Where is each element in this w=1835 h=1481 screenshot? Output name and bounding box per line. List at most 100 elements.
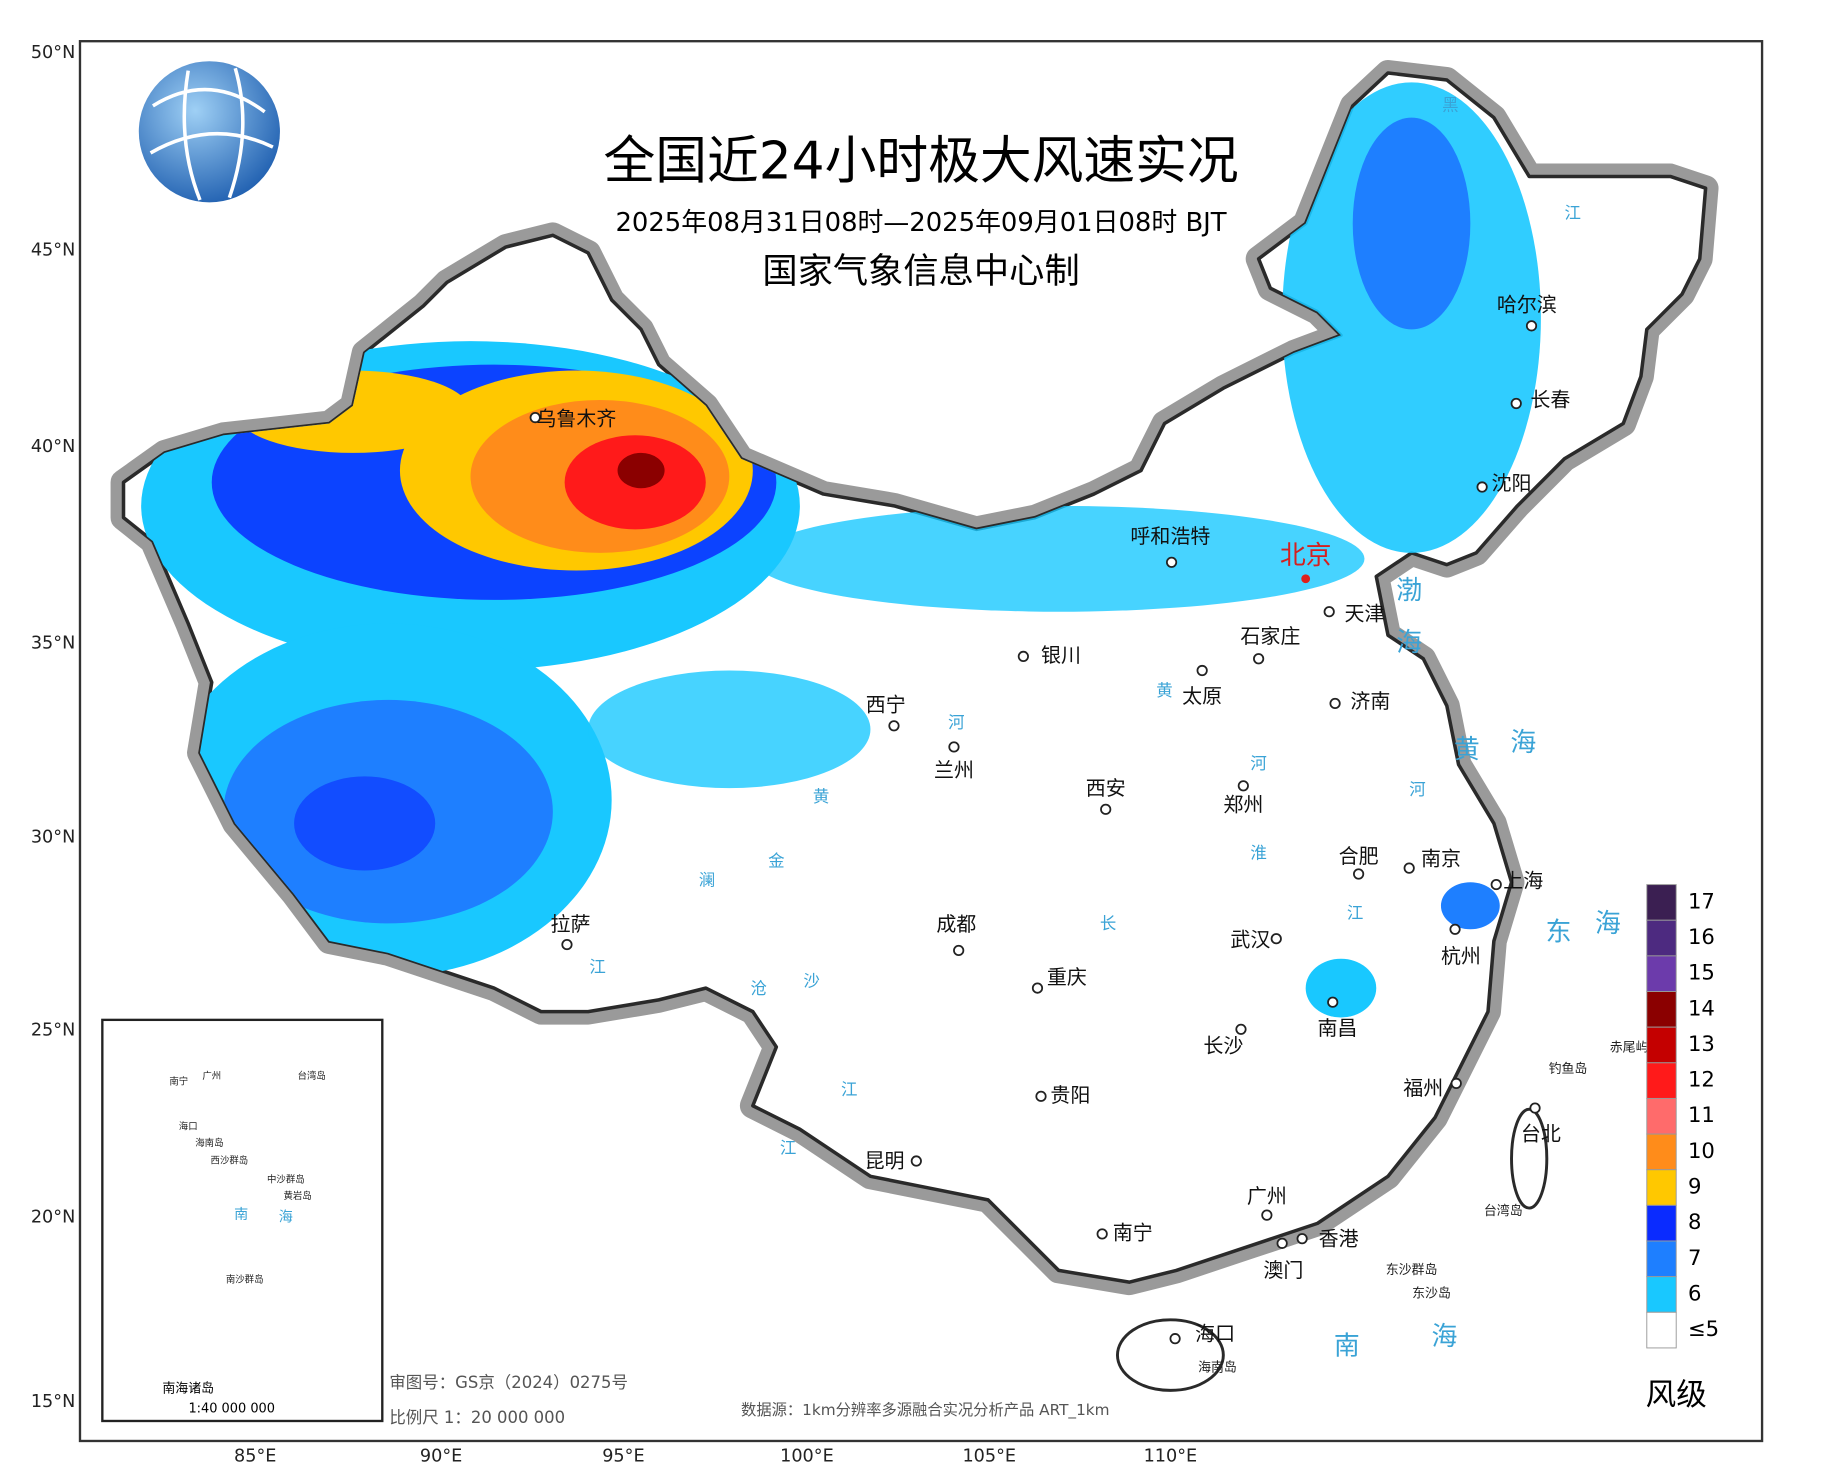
city-label: 海口: [1195, 1322, 1235, 1346]
water-label: 黄: [1454, 735, 1480, 765]
city-label: 西宁: [866, 692, 906, 716]
legend-swatch: [1646, 1169, 1677, 1206]
legend-swatch: [1646, 919, 1677, 957]
city-label: 杭州: [1441, 944, 1481, 968]
water-label: 河: [1409, 780, 1425, 799]
island-label: 海南岛: [1198, 1360, 1237, 1376]
legend-label: ≤5: [1688, 1316, 1719, 1341]
legend-swatch: [1646, 1204, 1677, 1242]
city-dot: [1253, 653, 1265, 665]
city-label: 拉萨: [551, 912, 591, 936]
water-label: 东: [1546, 917, 1572, 947]
city-label: 上海: [1503, 869, 1543, 893]
legend-label: 16: [1688, 924, 1715, 949]
city-label: 沈阳: [1492, 471, 1532, 495]
city-label: 昆明: [865, 1149, 905, 1173]
city-dot: [1525, 320, 1538, 332]
legend-swatch: [1646, 955, 1677, 992]
legend-label: 13: [1688, 1031, 1715, 1056]
legend-swatch: [1646, 1062, 1677, 1099]
lat-label: 40°N: [31, 437, 75, 457]
city-dot: [1510, 397, 1522, 410]
legend-label: 9: [1688, 1174, 1701, 1199]
legend-swatch: [1646, 884, 1677, 921]
water-label: 江: [1347, 904, 1363, 923]
city-label: 广州: [1247, 1184, 1287, 1208]
water-label: 江: [841, 1080, 857, 1099]
city-label: 武汉: [1230, 928, 1270, 952]
city-label: 台北: [1521, 1122, 1561, 1146]
city-label: 澳门: [1263, 1258, 1303, 1282]
water-label: 澜: [699, 871, 715, 890]
city-label: 北京: [1280, 541, 1332, 571]
city-label: 南宁: [1113, 1220, 1153, 1244]
city-dot: [1449, 923, 1461, 935]
legend-label: 15: [1688, 960, 1715, 985]
city-label: 南京: [1421, 846, 1461, 870]
lat-label: 50°N: [31, 43, 75, 63]
lat-label: 20°N: [31, 1207, 75, 1227]
subtitle: 2025年08月31日08时—2025年09月01日08时 BJT: [615, 208, 1226, 238]
lat-label: 15°N: [31, 1392, 75, 1412]
city-dot: [1196, 664, 1208, 677]
inset-label: 南宁: [169, 1076, 188, 1088]
island-label: 东沙岛: [1412, 1285, 1451, 1301]
inset-label: 南: [234, 1207, 248, 1223]
water-label: 江: [1564, 204, 1580, 223]
legend-label: 14: [1688, 995, 1715, 1020]
city-dot: [888, 720, 900, 732]
water-label: 黄: [813, 787, 829, 806]
city-dot: [1296, 1233, 1308, 1245]
water-label: 南: [1334, 1331, 1360, 1361]
inset-label: 黄岩岛: [283, 1190, 311, 1202]
water-label: 海: [1510, 728, 1536, 758]
review-no: 审图号：GS京（2024）0275号: [389, 1373, 628, 1392]
inset-label: 南沙群岛: [226, 1273, 264, 1285]
inset-label: 海: [279, 1209, 293, 1225]
water-label: 黄: [1156, 681, 1172, 700]
lon-label: 110°E: [1144, 1446, 1198, 1466]
city-dot: [1235, 1023, 1247, 1035]
inset-label: 西沙群岛: [211, 1155, 249, 1167]
water-label: 江: [589, 958, 605, 977]
city-dot: [1100, 803, 1112, 815]
inset-label: 海南岛: [195, 1137, 223, 1149]
city-label: 兰州: [934, 758, 974, 782]
city-dot: [1031, 982, 1044, 994]
legend-label: 8: [1688, 1209, 1701, 1234]
legend-label: 7: [1688, 1245, 1701, 1270]
city-label: 郑州: [1223, 792, 1263, 816]
city-label: 南昌: [1317, 1016, 1357, 1040]
city-dot: [561, 938, 573, 951]
city-dot: [1450, 1077, 1462, 1089]
water-label: 淮: [1250, 844, 1266, 863]
lat-label: 35°N: [31, 633, 75, 653]
legend-label: 11: [1688, 1102, 1715, 1127]
taiwan: [1510, 1107, 1549, 1210]
city-dot: [1261, 1209, 1273, 1221]
inset-label: 台湾岛: [298, 1070, 326, 1082]
water-label: 海: [1396, 628, 1422, 658]
city-dot: [948, 741, 960, 753]
city-label: 乌鲁木齐: [536, 406, 616, 430]
city-label: 重庆: [1047, 965, 1087, 989]
city-dot: [1353, 868, 1365, 880]
legend-swatch: [1646, 991, 1677, 1028]
legend-swatch: [1646, 1026, 1677, 1064]
city-label: 香港: [1319, 1226, 1359, 1250]
city-label: 银川: [1041, 643, 1081, 667]
legend-label: 17: [1688, 888, 1715, 913]
water-label: 江: [780, 1139, 796, 1158]
city-dot: [1490, 879, 1502, 891]
water-label: 海: [1432, 1322, 1458, 1352]
lon-label: 100°E: [780, 1446, 834, 1466]
hainan: [1115, 1318, 1225, 1392]
lon-label: 90°E: [420, 1446, 462, 1466]
city-dot: [1035, 1090, 1047, 1102]
city-dot: [1301, 574, 1311, 584]
legend-swatch: [1646, 1240, 1677, 1278]
city-label: 长春: [1530, 388, 1570, 412]
inset-frame: [101, 1018, 384, 1423]
